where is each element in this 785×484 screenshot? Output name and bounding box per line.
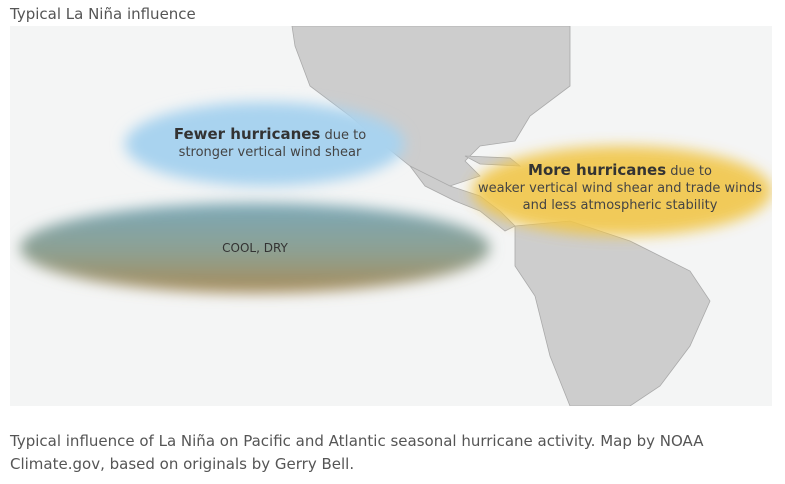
pacific-label-reason: stronger vertical wind shear: [178, 145, 362, 160]
map-graphic: [20, 26, 772, 406]
pacific-fewer-hurricanes-zone: [125, 102, 405, 186]
central-america-landmass: [409, 165, 516, 232]
atlantic-label-bold: More hurricanes: [528, 161, 667, 179]
atlantic-label-reason-2: and less atmospheric stability: [522, 198, 718, 213]
la-nina-map: Fewer hurricanes due to stronger vertica…: [10, 26, 772, 406]
cool-dry-label: COOL, DRY: [222, 241, 288, 255]
atlantic-label-reason: weaker vertical wind shear and trade win…: [478, 181, 762, 196]
atlantic-label-suffix: due to: [666, 164, 712, 179]
atlantic-label: More hurricanes due to weaker vertical w…: [470, 162, 770, 214]
figure-caption: Typical influence of La Niña on Pacific …: [10, 432, 704, 473]
north-america-landmass: [291, 26, 571, 187]
cool-dry-zone: [20, 203, 490, 293]
south-america-landmass: [514, 220, 711, 406]
pacific-label-suffix: due to: [320, 128, 367, 143]
pacific-label-bold: Fewer hurricanes: [173, 125, 321, 143]
pacific-label: Fewer hurricanes due to stronger vertica…: [160, 126, 380, 161]
atlantic-more-hurricanes-zone: [472, 146, 772, 236]
figure-title: Typical La Niña influence: [10, 5, 196, 23]
